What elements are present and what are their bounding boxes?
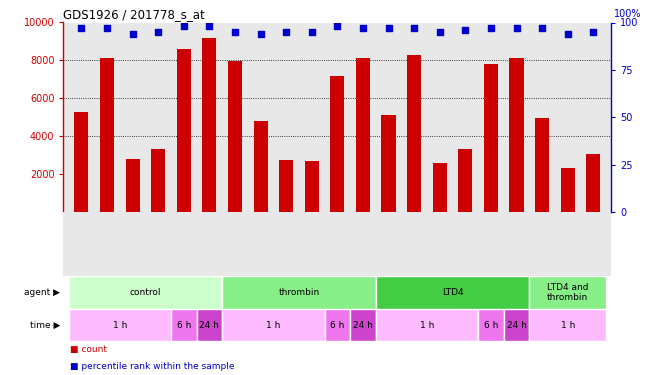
Bar — [529, 309, 606, 341]
Point — [332, 23, 343, 29]
Bar — [228, 62, 242, 212]
Text: agent ▶: agent ▶ — [24, 288, 60, 297]
Bar — [484, 64, 498, 212]
Text: 6 h: 6 h — [176, 321, 191, 330]
Point — [102, 25, 112, 31]
Text: thrombin: thrombin — [279, 288, 319, 297]
Point — [127, 31, 138, 37]
Point — [153, 29, 164, 35]
Bar — [587, 154, 601, 212]
Bar — [560, 168, 574, 212]
Bar — [478, 309, 504, 341]
Bar — [126, 159, 140, 212]
Bar — [202, 38, 216, 212]
Text: LTD4 and
thrombin: LTD4 and thrombin — [547, 283, 589, 302]
Text: 6 h: 6 h — [330, 321, 345, 330]
Point — [307, 29, 317, 35]
Bar — [151, 149, 165, 212]
Text: ■ count: ■ count — [70, 345, 107, 354]
Bar — [510, 58, 524, 212]
Bar — [433, 163, 447, 212]
Text: 1 h: 1 h — [266, 321, 281, 330]
Point — [486, 25, 496, 31]
Text: 24 h: 24 h — [200, 321, 219, 330]
Bar — [356, 58, 370, 212]
Bar — [529, 276, 606, 309]
Point — [511, 25, 522, 31]
Bar — [254, 121, 268, 212]
Bar — [305, 161, 319, 212]
Point — [383, 25, 394, 31]
Text: 100%: 100% — [614, 9, 641, 19]
Point — [230, 29, 240, 35]
Bar — [177, 49, 191, 212]
Bar — [407, 55, 421, 212]
Bar — [458, 149, 472, 212]
Text: 1 h: 1 h — [113, 321, 127, 330]
Bar — [375, 309, 478, 341]
Point — [255, 31, 266, 37]
Bar — [535, 118, 549, 212]
Point — [178, 23, 189, 29]
Bar — [381, 115, 395, 212]
Bar — [504, 309, 529, 341]
Bar — [222, 276, 375, 309]
Text: 24 h: 24 h — [353, 321, 373, 330]
Bar — [222, 309, 325, 341]
Text: 24 h: 24 h — [506, 321, 526, 330]
Point — [204, 23, 214, 29]
Point — [537, 25, 548, 31]
Text: 1 h: 1 h — [560, 321, 575, 330]
Bar — [196, 309, 222, 341]
Text: time ▶: time ▶ — [30, 321, 60, 330]
Point — [460, 27, 471, 33]
Bar — [69, 276, 222, 309]
Point — [409, 25, 420, 31]
Text: GDS1926 / 201778_s_at: GDS1926 / 201778_s_at — [63, 8, 205, 21]
Text: LTD4: LTD4 — [442, 288, 464, 297]
Point — [434, 29, 445, 35]
Bar — [350, 309, 375, 341]
Point — [281, 29, 291, 35]
Text: control: control — [130, 288, 161, 297]
Bar — [74, 111, 88, 212]
Bar — [171, 309, 196, 341]
Point — [76, 25, 87, 31]
Bar — [100, 58, 114, 212]
Text: 6 h: 6 h — [484, 321, 498, 330]
Bar — [69, 309, 171, 341]
Point — [357, 25, 368, 31]
Text: ■ percentile rank within the sample: ■ percentile rank within the sample — [70, 362, 234, 371]
Point — [588, 29, 599, 35]
Bar — [325, 309, 350, 341]
Text: 1 h: 1 h — [420, 321, 434, 330]
Bar — [279, 160, 293, 212]
Bar — [330, 75, 345, 212]
Point — [562, 31, 573, 37]
Bar — [375, 276, 529, 309]
